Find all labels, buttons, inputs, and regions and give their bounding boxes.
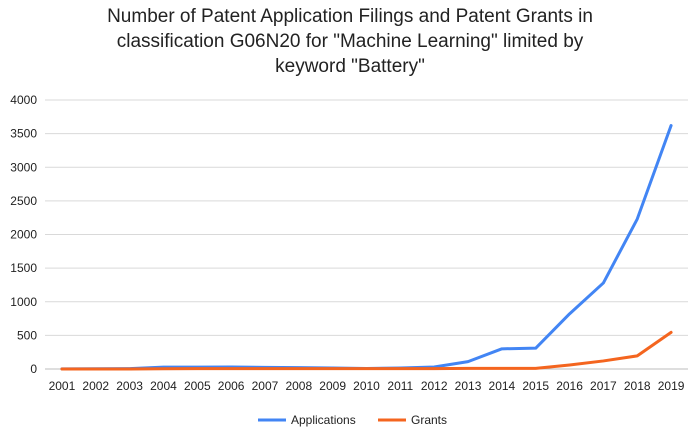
y-tick-label: 3500 — [10, 127, 37, 141]
x-tick-label: 2008 — [285, 379, 312, 393]
x-tick-label: 2012 — [421, 379, 448, 393]
x-tick-label: 2004 — [150, 379, 177, 393]
y-tick-label: 4000 — [10, 93, 37, 107]
x-tick-label: 2011 — [387, 379, 413, 393]
x-tick-label: 2009 — [319, 379, 346, 393]
x-tick-label: 2005 — [184, 379, 211, 393]
legend-label: Grants — [411, 413, 447, 427]
series-line-grants — [60, 330, 673, 371]
chart-title-line-1: Number of Patent Application Filings and… — [107, 6, 593, 27]
x-tick-label: 2015 — [522, 379, 549, 393]
y-tick-label: 1000 — [10, 295, 37, 309]
x-tick-label: 2017 — [590, 379, 617, 393]
y-tick-label: 500 — [17, 328, 37, 342]
x-tick-label: 2013 — [455, 379, 482, 393]
x-tick-label: 2007 — [252, 379, 279, 393]
x-tick-label: 2016 — [556, 379, 583, 393]
x-tick-label: 2014 — [489, 379, 516, 393]
legend: Applications Grants — [258, 413, 447, 427]
gridlines — [45, 99, 688, 370]
chart-title-line-2: classification G06N20 for "Machine Learn… — [116, 31, 584, 52]
x-tick-label: 2002 — [82, 379, 109, 393]
series-line-applications — [60, 124, 673, 371]
y-tick-label: 2500 — [10, 194, 37, 208]
legend-label: Applications — [291, 413, 356, 427]
y-tick-label: 2000 — [10, 228, 37, 242]
x-tick-label: 2010 — [353, 379, 380, 393]
y-tick-label: 0 — [30, 362, 37, 376]
y-tick-label: 1500 — [10, 261, 37, 275]
y-tick-label: 3000 — [10, 160, 37, 174]
x-tick-label: 2001 — [49, 379, 76, 393]
x-tick-label: 2019 — [658, 379, 685, 393]
x-tick-label: 2018 — [624, 379, 651, 393]
x-tick-label: 2006 — [218, 379, 245, 393]
x-tick-label: 2003 — [116, 379, 143, 393]
chart-title-line-3: keyword "Battery" — [275, 56, 425, 77]
chart-title: Number of Patent Application Filings and… — [40, 4, 660, 79]
x-axis-ticks: 2001 2002 2003 2004 2005 2006 2007 2008 2009 2010… — [49, 379, 685, 393]
series-lines — [60, 124, 673, 371]
y-axis-ticks: 0 500 1000 1500 2000 2500 3000 3500 4000 — [10, 93, 37, 376]
